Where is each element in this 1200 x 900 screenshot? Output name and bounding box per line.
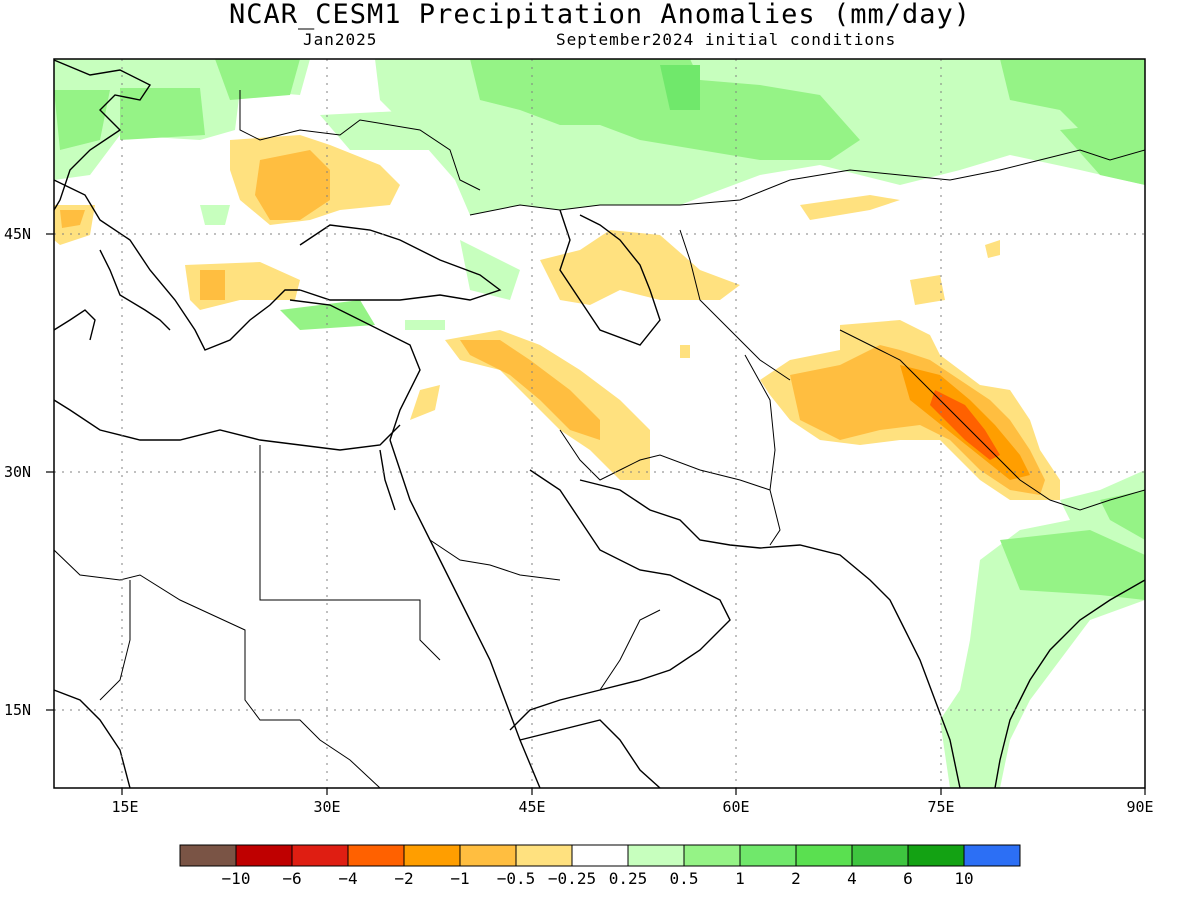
coastlines [54, 59, 1145, 788]
lon-label-60e: 60E [722, 798, 750, 816]
colorbar-swatch [795, 844, 853, 867]
colorbar-swatch [403, 844, 461, 867]
colorbar-label: 0.25 [608, 869, 648, 888]
axis-ticks [46, 233, 1146, 795]
lon-label-75e: 75E [927, 798, 955, 816]
forecast-month: Jan2025 [303, 30, 378, 49]
colorbar-label: −0.5 [496, 869, 536, 888]
colorbar-label: 0.5 [669, 869, 699, 888]
colorbar-label: 1 [735, 869, 745, 888]
colorbar-label: −0.25 [547, 869, 597, 888]
lon-label-30e: 30E [313, 798, 341, 816]
lat-label-45n: 45N [4, 225, 32, 243]
lon-label-45e: 45E [518, 798, 546, 816]
colorbar-swatch [515, 844, 573, 867]
initial-conditions: September2024 initial conditions [556, 30, 897, 49]
colorbar-swatch [683, 844, 741, 867]
country-borders [54, 90, 1145, 788]
map-plot-area [54, 59, 1145, 788]
colorbar-swatch [291, 844, 349, 867]
lon-label-90e: 90E [1126, 798, 1154, 816]
colorbar-label: −6 [282, 869, 302, 888]
colorbar-label: −10 [221, 869, 251, 888]
graticule [54, 59, 1145, 788]
colorbar-swatch [179, 844, 237, 867]
colorbar-swatch [907, 844, 965, 867]
colorbar-label: 4 [847, 869, 857, 888]
map-title: NCAR_CESM1 Precipitation Anomalies (mm/d… [229, 0, 971, 30]
colorbar-label: 6 [903, 869, 913, 888]
map-frame [53, 58, 1146, 789]
colorbar [179, 844, 1021, 867]
colorbar-label: −1 [450, 869, 470, 888]
lat-label-30n: 30N [4, 463, 32, 481]
colorbar-swatch [459, 844, 517, 867]
colorbar-label: −4 [338, 869, 358, 888]
colorbar-swatch [571, 844, 629, 867]
lat-label-15n: 15N [4, 701, 32, 719]
lon-label-15e: 15E [111, 798, 139, 816]
colorbar-swatch [347, 844, 405, 867]
colorbar-swatch [235, 844, 293, 867]
dry-anomaly-shading [54, 135, 1060, 500]
colorbar-swatch [739, 844, 797, 867]
colorbar-label: 2 [791, 869, 801, 888]
colorbar-swatch [627, 844, 685, 867]
wet-anomaly-shading [54, 59, 1145, 788]
colorbar-label: −2 [394, 869, 414, 888]
colorbar-swatch [963, 844, 1021, 867]
colorbar-swatch [851, 844, 909, 867]
colorbar-label: 10 [954, 869, 974, 888]
